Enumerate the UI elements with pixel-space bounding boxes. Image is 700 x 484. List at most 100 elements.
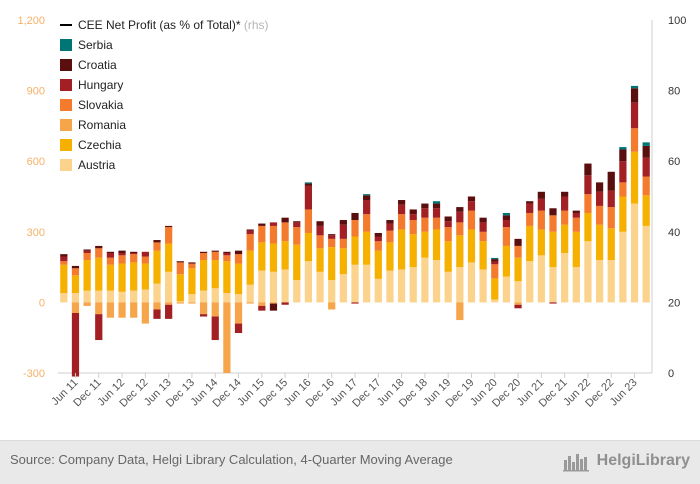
legend-label-hungary: Hungary: [78, 78, 123, 92]
bar-segment-czechia: [642, 195, 650, 226]
bar-segment-croatia: [293, 221, 301, 223]
bar-segment-austria: [526, 261, 534, 303]
bar-segment-slovakia: [83, 252, 91, 261]
legend-label-austria: Austria: [78, 158, 116, 172]
bar-segment-slovakia: [397, 214, 406, 230]
bar-segment-hungary: [409, 214, 417, 221]
bar-segment-croatia: [421, 203, 429, 209]
bar-segment-czechia: [363, 231, 371, 265]
bar-segment-hungary: [141, 251, 149, 257]
bar-segment-czechia: [165, 243, 173, 272]
bar-segment-austria: [572, 267, 580, 303]
bar-segment-romania: [71, 302, 80, 313]
bar-segment-austria: [95, 290, 103, 303]
left-y-tick-label: 600: [27, 156, 45, 168]
legend-swatch-austria: [60, 159, 72, 171]
bar-segment-croatia: [619, 149, 627, 162]
bar-segment-hungary: [71, 312, 80, 377]
bar-segment-czechia: [479, 241, 487, 270]
bar-segment-croatia: [491, 259, 499, 262]
bar-segment-hungary: [432, 208, 441, 218]
legend-swatch-romania: [60, 119, 72, 131]
bar-segment-czechia: [619, 196, 627, 232]
bar-segment-austria: [630, 203, 639, 303]
bar-segment-hungary: [106, 252, 115, 258]
city-skyline-icon: [562, 454, 589, 472]
bar-segment-hungary: [642, 157, 650, 177]
bar-segment-czechia: [456, 235, 464, 268]
bar-segment-croatia: [118, 250, 126, 253]
right-y-tick-label: 0: [668, 368, 674, 380]
bar-segment-austria: [246, 284, 254, 303]
bar-segment-austria: [363, 264, 371, 303]
bar-segment-austria: [432, 260, 441, 303]
bar-segment-croatia: [432, 203, 441, 209]
bar-segment-slovakia: [386, 230, 394, 243]
bar-segment-czechia: [118, 263, 126, 292]
bar-segment-slovakia: [304, 209, 313, 233]
bar-segment-croatia: [95, 245, 103, 249]
bar-segment-slovakia: [258, 225, 266, 243]
brand-name: HelgiLibrary: [596, 452, 690, 469]
bar-segment-croatia: [281, 217, 289, 223]
bar-segment-romania: [223, 302, 231, 373]
bar-segment-hungary: [328, 235, 336, 239]
legend-swatch-croatia: [60, 59, 72, 71]
bar-segment-czechia: [176, 274, 184, 302]
bar-segment-croatia: [572, 210, 580, 213]
bar-segment-croatia: [351, 212, 359, 221]
bar-segment-austria: [584, 241, 592, 303]
right-y-tick-label: 60: [668, 156, 680, 168]
bar-segment-czechia: [386, 242, 394, 271]
bar-segment-czechia: [60, 264, 68, 293]
bar-segment-serbia: [432, 201, 441, 204]
bar-segment-austria: [188, 294, 196, 303]
bar-segment-czechia: [514, 257, 522, 282]
bar-segment-slovakia: [165, 227, 173, 244]
bar-segment-hungary: [595, 191, 604, 206]
bar-segment-czechia: [549, 231, 557, 268]
bar-segment-slovakia: [211, 251, 219, 261]
bar-segment-slovakia: [479, 231, 487, 242]
bar-segment-hungary: [223, 252, 231, 256]
bar-segment-czechia: [432, 229, 441, 261]
bar-segment-austria: [642, 225, 650, 303]
left-y-tick-label: 300: [27, 227, 45, 239]
bar-segment-serbia: [642, 142, 650, 146]
brand[interactable]: HelgiLibrary: [562, 450, 690, 472]
bar-segment-hungary: [351, 302, 359, 304]
bar-segment-croatia: [60, 254, 68, 257]
bar-segment-czechia: [328, 247, 336, 281]
bar-segment-croatia: [456, 207, 464, 212]
bar-segment-hungary: [397, 204, 406, 215]
bar-segment-hungary: [269, 222, 278, 226]
bar-segment-czechia: [409, 234, 417, 268]
left-y-tick-label: -300: [23, 368, 45, 380]
bar-segment-czechia: [630, 151, 639, 204]
bar-segment-serbia: [619, 147, 627, 150]
bar-segment-slovakia: [328, 238, 336, 248]
bar-segment-croatia: [630, 88, 639, 103]
bar-segment-czechia: [397, 229, 406, 270]
bar-segment-czechia: [83, 260, 91, 291]
bar-segment-slovakia: [363, 214, 371, 232]
bar-segment-croatia: [106, 251, 115, 253]
bar-segment-romania: [141, 302, 149, 324]
bar-segment-czechia: [106, 264, 115, 291]
bar-segment-slovakia: [421, 217, 429, 232]
bar-segment-austria: [549, 267, 557, 303]
bar-segment-czechia: [234, 263, 243, 295]
bar-segment-austria: [328, 280, 336, 303]
bar-segment-hungary: [421, 208, 429, 218]
bar-segment-hungary: [130, 252, 138, 255]
bar-segment-austria: [269, 271, 278, 303]
bar-segment-hungary: [456, 211, 464, 223]
bar-segment-czechia: [188, 268, 196, 295]
bar-segment-croatia: [514, 238, 522, 246]
bar-segment-hungary: [293, 222, 301, 228]
bar-segment-romania: [269, 302, 278, 304]
bar-segment-romania: [165, 302, 173, 305]
bar-segment-serbia: [491, 257, 499, 260]
bar-segment-czechia: [71, 275, 80, 293]
